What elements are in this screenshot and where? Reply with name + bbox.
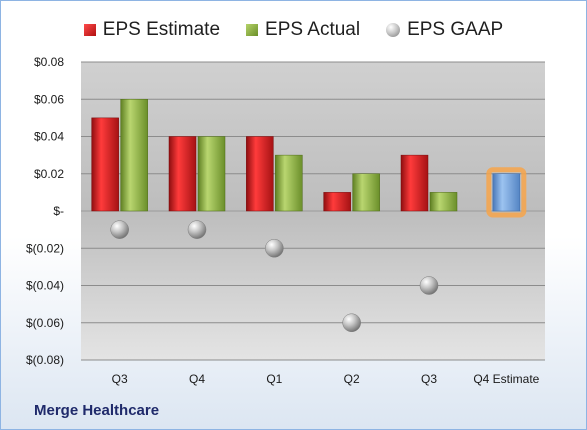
- y-tick-label: $0.06: [34, 92, 64, 106]
- legend-label-eps-estimate: EPS Estimate: [102, 19, 221, 40]
- marker-eps-gaap: [265, 239, 284, 258]
- bar-eps-estimate: [246, 136, 274, 212]
- legend-item-eps-gaap: EPS GAAP: [386, 19, 503, 41]
- bar-eps-estimate: [168, 136, 197, 212]
- y-tick-label: $0.02: [34, 167, 64, 181]
- x-tick-label: Q4: [189, 372, 205, 386]
- legend-swatch-eps-gaap: [386, 23, 401, 37]
- x-tick-label: Q4 Estimate: [473, 372, 539, 386]
- y-tick-label: $0.08: [34, 55, 64, 69]
- y-tick-label: $(0.04): [26, 279, 64, 293]
- bar-eps-actual: [275, 154, 303, 212]
- company-name: Merge Healthcare: [34, 402, 160, 419]
- y-tick-label: $(0.06): [26, 316, 64, 330]
- marker-eps-gaap: [187, 220, 207, 239]
- gridlines: [81, 61, 545, 361]
- y-axis-ticks: $0.08 $0.06 $0.04 $0.02 $- $(0.02) $(0.04) $(0.…: [26, 55, 64, 367]
- bar-eps-estimate: [400, 154, 429, 212]
- bar-eps-actual: [197, 136, 226, 212]
- bar-eps-estimate: [91, 117, 119, 212]
- bar-eps-actual: [352, 173, 380, 212]
- x-axis-ticks: Q3 Q4 Q1 Q2 Q3 Q4 Estimate: [112, 372, 540, 386]
- bar-eps-actual: [120, 99, 148, 212]
- y-tick-label: $(0.08): [26, 353, 64, 367]
- x-tick-label: Q1: [266, 372, 282, 386]
- y-tick-label: $(0.02): [26, 241, 64, 255]
- legend-swatch-eps-estimate: [83, 24, 96, 36]
- legend: EPS Estimate EPS Actual EPS GAAP: [1, 15, 586, 45]
- x-tick-label: Q3: [112, 372, 128, 386]
- bars: [91, 99, 527, 218]
- legend-label-eps-actual: EPS Actual: [265, 19, 361, 40]
- marker-eps-gaap: [110, 220, 129, 239]
- marker-eps-gaap: [342, 313, 361, 332]
- x-tick-label: Q3: [421, 372, 437, 386]
- x-tick-label: Q2: [344, 372, 360, 386]
- legend-item-eps-estimate: EPS Estimate: [83, 19, 221, 41]
- legend-item-eps-actual: EPS Actual: [246, 19, 360, 41]
- bar-eps-actual: [429, 192, 458, 212]
- y-tick-label: $-: [53, 204, 64, 218]
- legend-swatch-eps-actual: [246, 24, 259, 36]
- legend-label-eps-gaap: EPS GAAP: [407, 19, 504, 40]
- bar-forward-estimate: [492, 173, 521, 212]
- y-tick-label: $0.04: [34, 130, 64, 144]
- gaap-markers: [110, 220, 439, 332]
- marker-eps-gaap: [419, 276, 439, 295]
- forward-estimate-glow: [486, 167, 527, 218]
- bar-eps-estimate: [323, 192, 351, 212]
